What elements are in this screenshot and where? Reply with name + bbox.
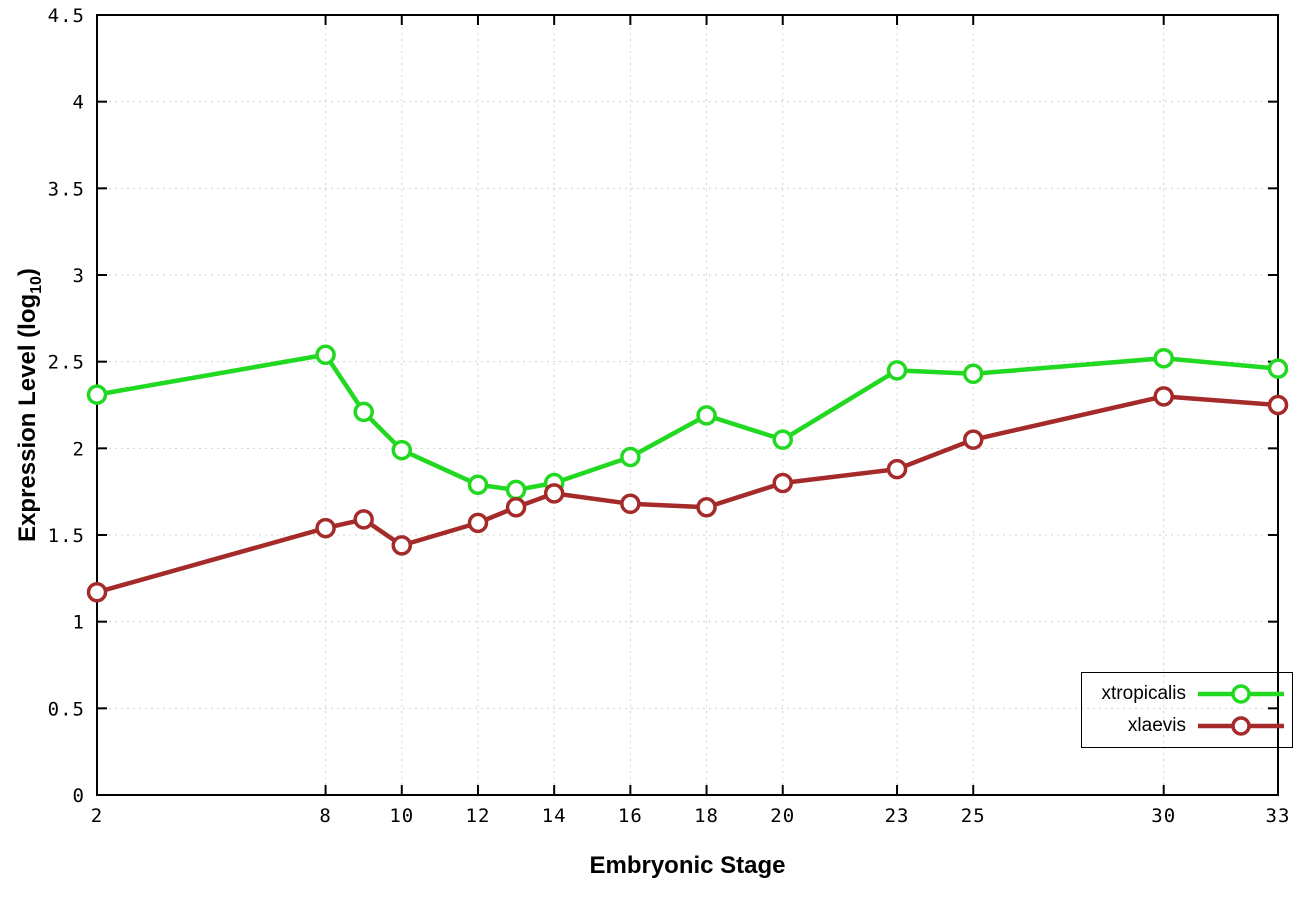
y-axis-label: Expression Level (log10) [14, 268, 46, 542]
data-point-xlaevis-stage-16 [620, 493, 641, 515]
y-axis-label-close: ) [14, 268, 42, 277]
x-tick-label: 18 [694, 805, 719, 827]
data-point-xtropicalis-stage-25 [962, 363, 984, 385]
y-tick-label: 0 [73, 785, 85, 807]
y-axis-label-text: Expression Level (log [14, 293, 42, 542]
data-point-xtropicalis-stage-18 [696, 405, 717, 426]
y-tick-label: 3.5 [48, 178, 85, 200]
y-tick-label: 4.5 [48, 5, 85, 27]
data-point-xtropicalis-stage-30 [1153, 347, 1174, 369]
x-tick-label: 2 [91, 805, 103, 827]
data-point-xlaevis-stage-33 [1267, 394, 1289, 416]
x-tick-label: 8 [319, 805, 331, 827]
x-tick-label: 12 [466, 805, 491, 827]
data-point-xlaevis-stage-18 [696, 497, 717, 518]
x-tick-label: 20 [770, 805, 795, 827]
x-tick-label: 10 [389, 805, 414, 827]
data-point-xtropicalis-stage-2 [86, 384, 108, 405]
x-axis-label: Embryonic Stage [589, 852, 786, 879]
legend-item-xtropicalis: xtropicalis [1086, 678, 1288, 710]
y-tick-label: 2.5 [48, 352, 85, 374]
data-point-xlaevis-stage-20 [772, 472, 793, 494]
data-point-xtropicalis-stage-9 [353, 401, 374, 423]
y-tick-label: 3 [73, 265, 85, 287]
data-point-xtropicalis-stage-12 [467, 474, 489, 495]
y-axis-label-subscript: 10 [27, 276, 45, 294]
x-tick-label: 25 [961, 805, 986, 827]
y-tick-label: 1 [73, 612, 85, 634]
data-point-xlaevis-stage-10 [391, 535, 413, 556]
data-point-xlaevis-stage-9 [353, 509, 374, 530]
legend-label-xlaevis: xlaevis [1127, 715, 1186, 736]
data-point-xtropicalis-stage-8 [315, 344, 336, 365]
y-tick-label: 2 [73, 438, 85, 460]
x-tick-label: 30 [1151, 805, 1176, 827]
data-point-xtropicalis-stage-13 [505, 479, 527, 501]
data-point-xlaevis-stage-12 [467, 512, 489, 534]
x-tick-label: 14 [542, 805, 567, 827]
x-tick-label: 16 [618, 805, 643, 827]
data-point-xlaevis-stage-23 [886, 458, 908, 480]
legend-sample-line-xlaevis [1198, 716, 1284, 736]
data-point-xlaevis-stage-13 [505, 497, 527, 518]
data-point-xtropicalis-stage-33 [1267, 358, 1289, 379]
y-tick-label: 1.5 [48, 525, 85, 547]
data-point-xtropicalis-stage-20 [772, 429, 793, 450]
y-tick-label: 4 [73, 92, 85, 114]
data-point-xlaevis-stage-8 [315, 517, 336, 539]
legend-item-xlaevis: xlaevis [1086, 710, 1288, 742]
data-point-xlaevis-stage-2 [86, 581, 108, 603]
data-point-xlaevis-stage-25 [962, 429, 984, 450]
series-line-xtropicalis [94, 352, 1281, 493]
legend-sample-line-xtropicalis [1198, 684, 1284, 704]
x-tick-label: 23 [885, 805, 910, 827]
legend: xtropicalis xlaevis [1081, 672, 1293, 748]
data-point-xlaevis-stage-30 [1153, 386, 1174, 407]
data-point-xlaevis-stage-14 [543, 483, 565, 504]
data-point-xtropicalis-stage-10 [391, 439, 413, 461]
y-tick-label: 0.5 [48, 698, 85, 720]
legend-label-xtropicalis: xtropicalis [1101, 683, 1186, 704]
x-tick-label: 33 [1266, 805, 1291, 827]
data-point-xtropicalis-stage-16 [620, 446, 641, 468]
data-point-xtropicalis-stage-23 [886, 360, 908, 381]
